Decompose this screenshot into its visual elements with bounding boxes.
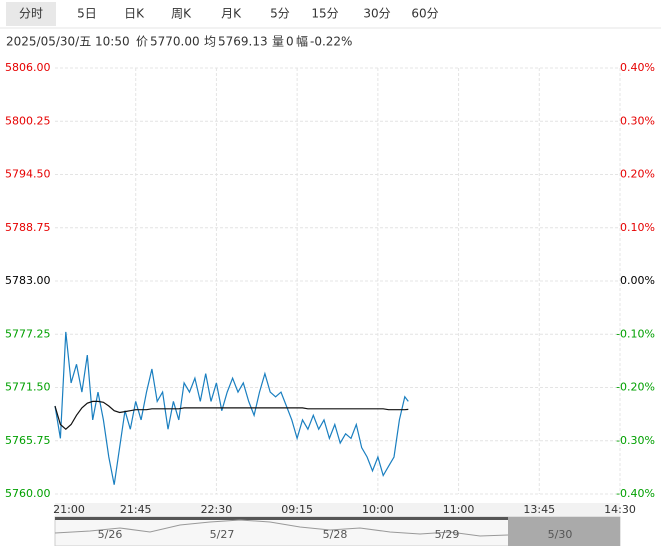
navigator-bar [55, 517, 620, 520]
y-tick-label: 5783.00 [5, 274, 51, 287]
active-tab-bg [6, 2, 56, 26]
tab[interactable]: 60分 [411, 7, 438, 21]
x-tick-label: 14:30 [604, 503, 636, 516]
info-price-label: 价 [136, 35, 148, 49]
y2-tick-label: -0.30% [616, 434, 655, 447]
info-avg-label: 均 [204, 35, 216, 49]
y-tick-label: 5800.25 [5, 114, 51, 127]
y2-tick-label: 0.20% [620, 168, 655, 181]
y2-tick-label: -0.10% [616, 327, 655, 340]
x-tick-label: 10:00 [362, 503, 394, 516]
y2-tick-label: 0.10% [620, 221, 655, 234]
tab[interactable]: 5分 [270, 7, 290, 21]
info-vol: 0 [286, 35, 294, 49]
navigator-date: 5/26 [98, 528, 123, 541]
info-change: -0.22% [310, 35, 352, 49]
info-time: 2025/05/30/五 10:50 [6, 35, 130, 49]
tab-bar [0, 0, 661, 28]
series-line [54, 331, 409, 485]
info-price: 5770.00 [150, 35, 200, 49]
y2-tick-label: 0.30% [620, 114, 655, 127]
x-tick-label: 22:30 [201, 503, 233, 516]
navigator-date: 5/28 [323, 528, 348, 541]
y-tick-label: 5765.75 [5, 434, 51, 447]
info-vol-label: 量 [272, 35, 284, 49]
y2-tick-label: 0.40% [620, 61, 655, 74]
y-tick-label: 5771.50 [5, 381, 51, 394]
y2-tick-label: 0.00% [620, 274, 655, 287]
y-tick-label: 5794.50 [5, 168, 51, 181]
x-tick-label: 11:00 [443, 503, 475, 516]
tab[interactable]: 15分 [311, 7, 338, 21]
navigator-date: 5/27 [210, 528, 235, 541]
info-change-label: 幅 [296, 34, 308, 49]
info-avg: 5769.13 [218, 35, 268, 49]
y-tick-label: 5806.00 [5, 61, 51, 74]
tab[interactable]: 月K [221, 7, 242, 21]
tab[interactable]: 周K [171, 7, 192, 21]
y2-tick-label: -0.20% [616, 381, 655, 394]
navigator-window [508, 517, 620, 546]
tab[interactable]: 5日 [77, 7, 97, 21]
y-tick-label: 5760.00 [5, 487, 51, 500]
tab[interactable]: 日K [124, 7, 145, 21]
x-tick-label: 21:45 [120, 503, 152, 516]
navigator-date: 5/30 [548, 528, 573, 541]
tab[interactable]: 30分 [363, 7, 390, 21]
tab[interactable]: 分时 [19, 7, 43, 21]
x-tick-label: 13:45 [523, 503, 555, 516]
y-tick-label: 5788.75 [5, 221, 51, 234]
y2-tick-label: -0.40% [616, 487, 655, 500]
x-tick-label: 21:00 [53, 503, 85, 516]
x-tick-label: 09:15 [281, 503, 313, 516]
navigator-line [54, 519, 509, 537]
y-tick-label: 5777.25 [5, 327, 51, 340]
navigator-date: 5/29 [435, 528, 460, 541]
x-axis-band [55, 503, 620, 517]
series-line [54, 400, 409, 430]
